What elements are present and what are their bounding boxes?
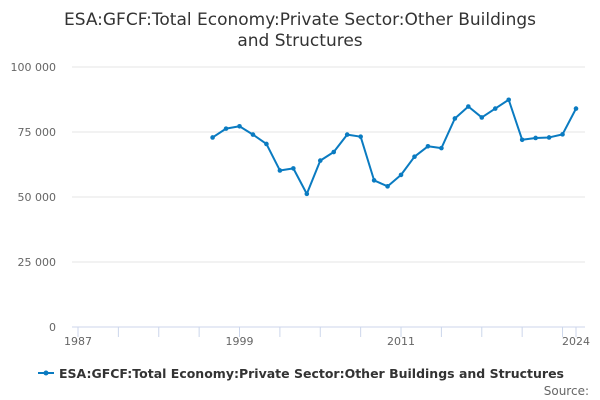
data-point	[479, 115, 485, 120]
data-point	[439, 145, 444, 151]
data-point	[250, 132, 256, 137]
data-point	[358, 134, 363, 139]
series-line	[212, 98, 577, 195]
data-point	[425, 144, 431, 149]
data-point	[331, 149, 337, 155]
legend-label: ESA:GFCF:Total Economy:Private Sector:Ot…	[59, 366, 564, 381]
data-point	[398, 172, 404, 178]
data-point	[452, 116, 458, 121]
data-point	[466, 104, 471, 109]
data-point	[506, 97, 512, 103]
data-point	[210, 135, 215, 140]
y-tick-label: 0	[49, 321, 56, 334]
data-point	[371, 178, 377, 183]
data-point	[223, 126, 229, 131]
x-tick-label: 1999	[226, 335, 254, 348]
x-tick-label: 2024	[562, 335, 590, 348]
data-point	[533, 135, 538, 141]
chart-title-line2: and Structures	[237, 31, 362, 51]
data-point	[492, 106, 498, 111]
data-point	[546, 135, 552, 140]
chart-title-line1: ESA:GFCF:Total Economy:Private Sector:Ot…	[64, 10, 536, 30]
data-point	[412, 154, 417, 159]
data-point	[277, 168, 283, 173]
x-tick-label: 1987	[64, 335, 92, 348]
data-point	[573, 106, 579, 111]
y-tick-label: 100 000	[11, 61, 57, 74]
x-tick-label: 2011	[387, 335, 415, 348]
data-point	[264, 141, 269, 147]
data-point	[344, 132, 350, 137]
y-tick-label: 75 000	[18, 126, 57, 139]
y-tick-label: 50 000	[18, 191, 57, 204]
data-point	[304, 191, 310, 197]
legend-marker-icon	[43, 370, 49, 376]
data-point	[317, 158, 323, 163]
data-point	[237, 123, 242, 129]
legend-item[interactable]: ESA:GFCF:Total Economy:Private Sector:Ot…	[38, 366, 564, 381]
data-point	[560, 132, 565, 137]
y-tick-label: 25 000	[18, 256, 57, 269]
data-point	[291, 166, 296, 171]
data-point	[519, 137, 525, 143]
data-point	[385, 184, 390, 189]
source-label: Source:	[544, 384, 589, 398]
